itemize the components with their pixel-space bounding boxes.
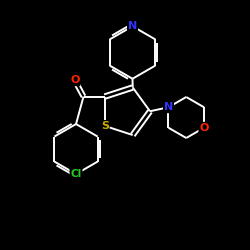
Text: O: O [199,123,209,133]
Text: N: N [128,21,137,31]
Text: N: N [164,102,173,112]
Text: Cl: Cl [70,169,82,179]
Text: O: O [70,75,80,85]
Text: S: S [101,121,109,131]
